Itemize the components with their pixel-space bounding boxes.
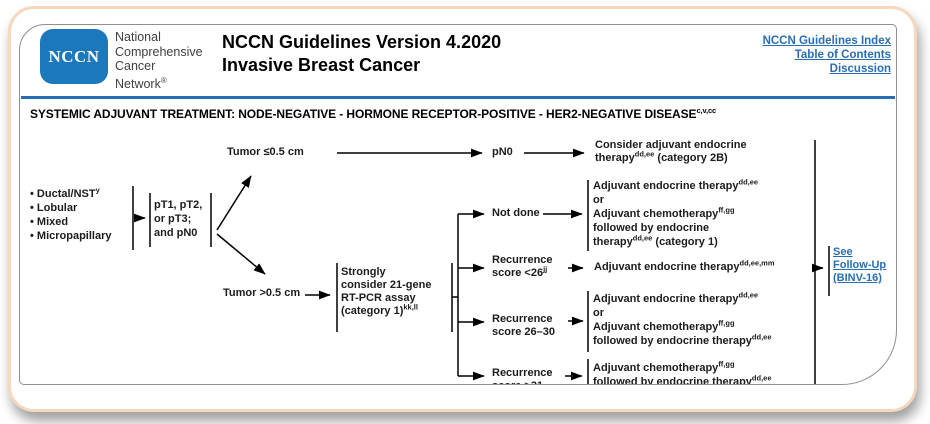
header-divider <box>21 96 895 99</box>
branch-score-lt26: Recurrence score <26jj <box>492 254 553 279</box>
registered-mark: ® <box>160 75 167 85</box>
org-line: National <box>115 30 161 44</box>
tumor-le-05-label: Tumor ≤0.5 cm <box>227 146 304 158</box>
pn0-label: pN0 <box>492 146 513 158</box>
header-nav: NCCN Guidelines Index Table of Contents … <box>763 34 891 76</box>
link-discussion[interactable]: Discussion <box>829 63 891 75</box>
org-line: Cancer <box>115 59 156 73</box>
org-line: Network® <box>115 75 167 91</box>
result-not-done: Adjuvant endocrine therapydd,ee or Adjuv… <box>593 177 759 248</box>
result-score-gt31: Adjuvant chemotherapyff,gg followed by e… <box>593 359 772 385</box>
result-score-26-30: Adjuvant endocrine therapydd,ee or Adjuv… <box>593 290 772 347</box>
branch-score-26-30: Recurrence score 26–30 <box>492 313 555 338</box>
guidelines-title: NCCN Guidelines Version 4.2020 <box>222 32 502 52</box>
list-item: • Ductal/NSTy <box>30 185 100 200</box>
tumor-gt-05-label: Tumor >0.5 cm <box>223 287 301 299</box>
branch-not-done: Not done <box>492 207 540 219</box>
section-heading: SYSTEMIC ADJUVANT TREATMENT: NODE-NEGATI… <box>30 106 717 121</box>
guidelines-page: NCCN National Comprehensive Cancer Netwo… <box>19 24 897 385</box>
histology-list: • Ductal/NSTy • Lobular • Mixed • Microp… <box>30 185 112 243</box>
consider-endocrine-node: Consider adjuvant endocrine therapydd,ee… <box>595 139 747 164</box>
document-frame: NCCN National Comprehensive Cancer Netwo… <box>8 6 917 412</box>
page-title-block: NCCN Guidelines Version 4.2020 Invasive … <box>222 31 501 77</box>
link-guidelines-index[interactable]: NCCN Guidelines Index <box>762 35 891 47</box>
branch-score-gt31: Recurrence score >31 <box>492 367 553 384</box>
nccn-logo: NCCN <box>40 29 108 84</box>
org-name: National Comprehensive Cancer Network® <box>115 30 203 91</box>
link-table-of-contents[interactable]: Table of Contents <box>794 49 891 61</box>
list-item: • Mixed <box>30 216 69 228</box>
followup-link[interactable]: See Follow-Up (BINV-16) <box>833 246 887 284</box>
guidelines-subtitle: Invasive Breast Cancer <box>222 55 421 75</box>
stage-box: pT1, pT2, or pT3; and pN0 <box>154 199 203 239</box>
result-score-lt26: Adjuvant endocrine therapydd,ee,mm <box>594 258 775 273</box>
assay-box: Strongly consider 21-gene RT-PCR assay (… <box>341 266 432 317</box>
org-line: Comprehensive <box>115 44 203 59</box>
list-item: • Micropapillary <box>30 230 112 242</box>
nccn-logo-text: NCCN <box>48 46 100 66</box>
list-item: • Lobular <box>30 202 78 214</box>
